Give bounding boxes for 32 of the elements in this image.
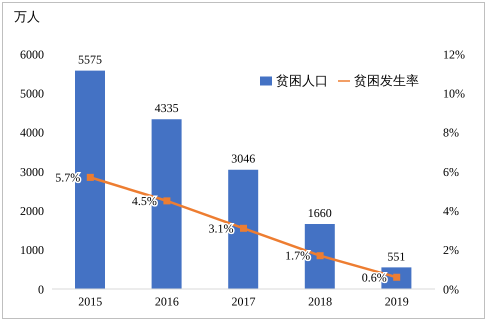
y2-tick-label: 2% bbox=[443, 243, 459, 258]
legend-label: 贫困发生率 bbox=[354, 74, 419, 89]
point bbox=[163, 197, 170, 204]
y-tick-label: 5000 bbox=[20, 86, 44, 100]
y2-tick-label: 12% bbox=[443, 47, 465, 62]
data-label: 3046 bbox=[231, 152, 256, 166]
data-label: 4335 bbox=[154, 101, 179, 116]
x-tick-label: 2017 bbox=[232, 294, 256, 309]
legend-label: 贫困人口 bbox=[276, 74, 328, 89]
point bbox=[240, 224, 247, 232]
y-tick-label: 4000 bbox=[20, 126, 44, 140]
x-tick-label: 2016 bbox=[154, 294, 179, 309]
y-tick-label: 0 bbox=[38, 282, 44, 296]
y2-tick-label: 4% bbox=[443, 204, 459, 218]
data-label: 1660 bbox=[308, 206, 332, 220]
y2-tick-label: 6% bbox=[443, 164, 459, 179]
y2-tick-label: 10% bbox=[443, 86, 465, 100]
x-tick-label: 2015 bbox=[78, 294, 102, 309]
y-tick-label: 2000 bbox=[20, 204, 44, 218]
y2-tick-label: 8% bbox=[443, 126, 459, 140]
y-axis-title: 万人 bbox=[14, 9, 40, 26]
point bbox=[316, 252, 324, 260]
y-tick-label: 1000 bbox=[20, 243, 44, 258]
y2-tick-label: 0% bbox=[443, 282, 459, 296]
point bbox=[393, 274, 400, 281]
y-tick-label: 3000 bbox=[20, 164, 44, 179]
point bbox=[86, 174, 94, 181]
data-label: 5575 bbox=[78, 52, 102, 67]
y-tick-label: 6000 bbox=[20, 47, 44, 62]
x-tick-label: 2019 bbox=[384, 294, 409, 309]
data-label: 551 bbox=[387, 249, 406, 264]
x-tick-label: 2018 bbox=[308, 294, 332, 309]
